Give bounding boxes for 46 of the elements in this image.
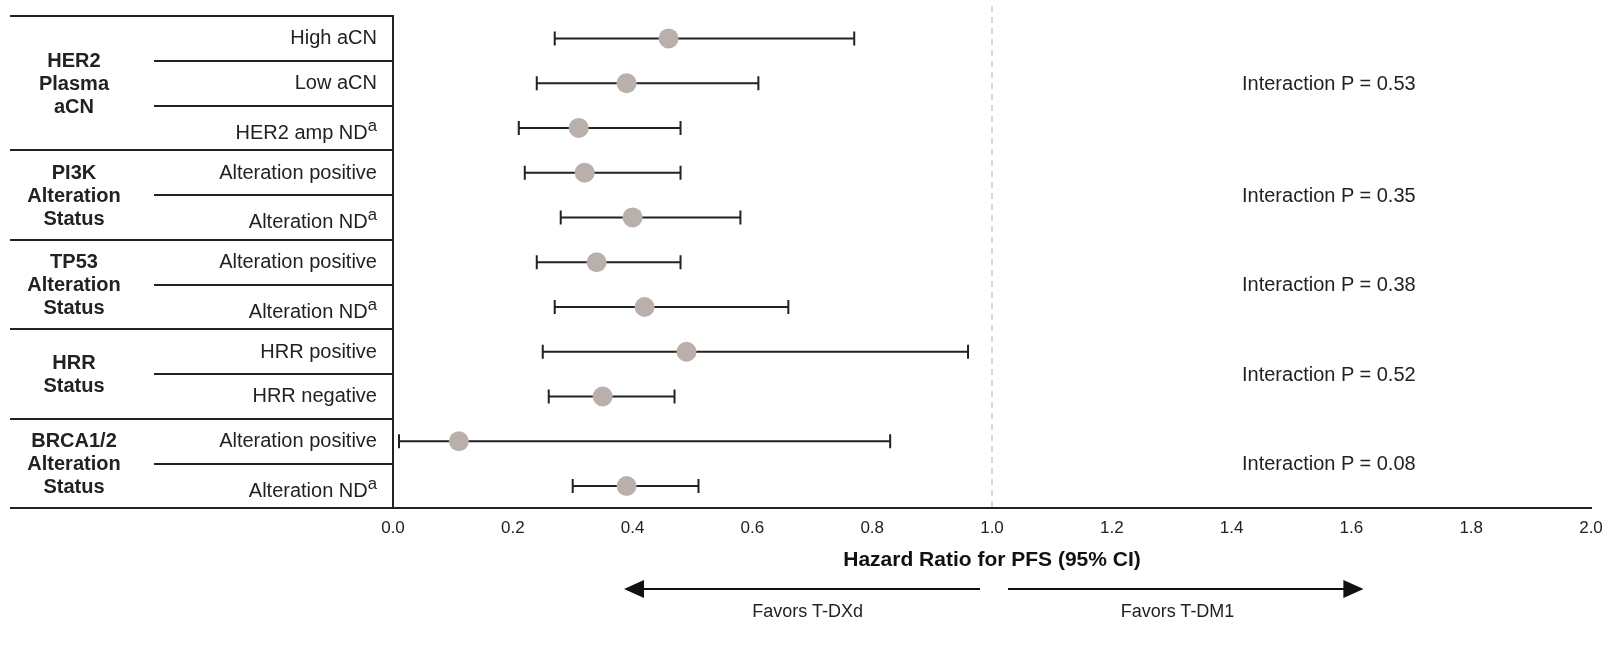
- text: HER2 Plasma aCN: [37, 48, 111, 118]
- y-tick-label: Low aCN: [294, 71, 377, 95]
- x-tick-label: 1.6: [1339, 518, 1364, 538]
- x-tick-label: 0.8: [860, 518, 885, 538]
- point: [616, 73, 637, 94]
- x-tick-label: 0.0: [381, 518, 405, 538]
- x-tick-label: 1.8: [1459, 518, 1484, 538]
- y-tick-label: Alteration positive: [219, 429, 377, 453]
- text: HRR Status: [42, 351, 106, 398]
- point: [676, 341, 697, 362]
- point: [592, 386, 613, 407]
- x-tick-label: 1.0: [980, 518, 1004, 538]
- annotation: Interaction P = 0.08: [1242, 452, 1416, 476]
- y-tick-label: Alteration positive: [219, 160, 377, 184]
- x-tick-label: 1.2: [1099, 518, 1124, 538]
- text: TP53 Alteration Status: [26, 250, 122, 320]
- text: PI3K Alteration Status: [26, 160, 122, 230]
- x-tick-label: 2.0: [1579, 518, 1603, 538]
- y-tick-label: Alteration ND$^{a}$: [248, 474, 377, 502]
- y-tick-label: HER2 amp ND$^{a}$: [235, 115, 377, 144]
- annotation: Interaction P = 0.38: [1242, 273, 1416, 297]
- annotation: Interaction P = 0.35: [1242, 183, 1416, 207]
- point: [658, 28, 679, 49]
- point: [616, 476, 637, 497]
- x-axis-title: Hazard Ratio for PFS (95% CI): [843, 547, 1141, 571]
- point: [568, 117, 589, 138]
- point: [586, 252, 607, 273]
- text: Favors T-DM1: [1120, 601, 1235, 622]
- point: [448, 431, 469, 452]
- x-tick-label: 0.4: [620, 518, 645, 538]
- y-tick-label: Alteration ND$^{a}$: [248, 205, 377, 234]
- y-tick-label: HRR positive: [260, 339, 377, 363]
- y-tick-label: Alteration positive: [219, 250, 377, 274]
- x-tick-label: 0.2: [500, 518, 525, 538]
- text: BRCA1/2 Alteration Status: [26, 429, 122, 499]
- x-tick-label: 1.4: [1219, 518, 1244, 538]
- point: [574, 162, 595, 183]
- point: [634, 296, 655, 317]
- x-tick-label: 0.6: [740, 518, 765, 538]
- annotation: Interaction P = 0.52: [1242, 362, 1416, 386]
- point: [622, 207, 643, 228]
- annotation: Interaction P = 0.53: [1242, 71, 1416, 95]
- y-tick-label: High aCN: [290, 26, 377, 50]
- text: Favors T-DXd: [752, 601, 863, 622]
- y-tick-label: HRR negative: [252, 384, 377, 408]
- y-tick-label: Alteration ND$^{a}$: [248, 294, 377, 323]
